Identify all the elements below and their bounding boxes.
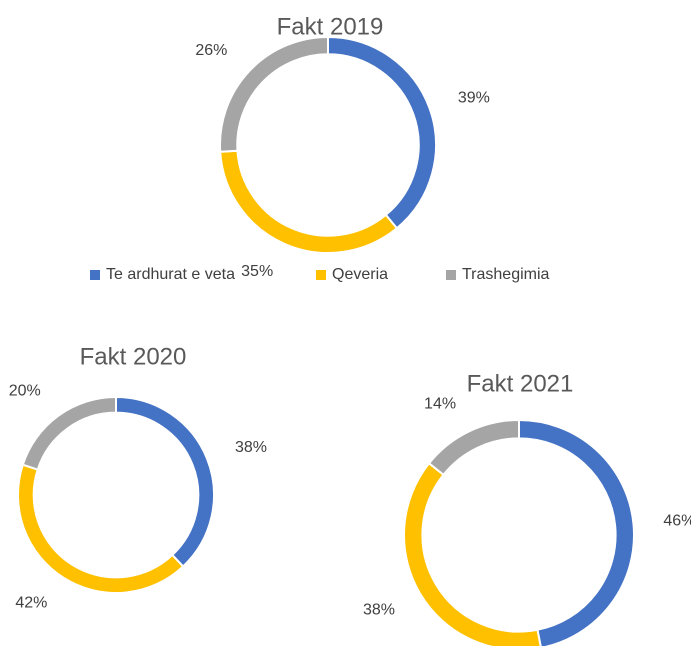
chart-title: Fakt 2021	[467, 370, 574, 397]
donut-segment	[518, 418, 635, 646]
donut-segment	[115, 395, 215, 568]
donut-segment	[21, 395, 117, 471]
data-label: 38%	[363, 601, 395, 618]
donut-segment	[403, 461, 542, 646]
donut-segment	[427, 418, 520, 477]
data-label: 39%	[458, 89, 490, 106]
data-label: 42%	[15, 594, 47, 611]
data-label: 20%	[9, 383, 41, 400]
chart-title: Fakt 2019	[277, 13, 384, 40]
legend-label: Trashegimia	[462, 266, 550, 283]
data-label: 35%	[241, 263, 273, 280]
donut-segment	[219, 35, 329, 153]
data-label: 46%	[663, 512, 691, 529]
donut-segment	[327, 35, 437, 230]
legend-label: Te ardhurat e veta	[106, 266, 235, 283]
data-label: 26%	[195, 42, 227, 59]
legend-swatch	[446, 270, 456, 280]
chart-title: Fakt 2020	[80, 343, 187, 370]
donut-segment	[219, 149, 399, 254]
legend-swatch	[90, 270, 100, 280]
donut-segment	[17, 463, 185, 594]
legend-label: Qeveria	[332, 266, 388, 283]
legend-swatch	[316, 270, 326, 280]
data-label: 38%	[235, 439, 267, 456]
data-label: 14%	[424, 396, 456, 413]
